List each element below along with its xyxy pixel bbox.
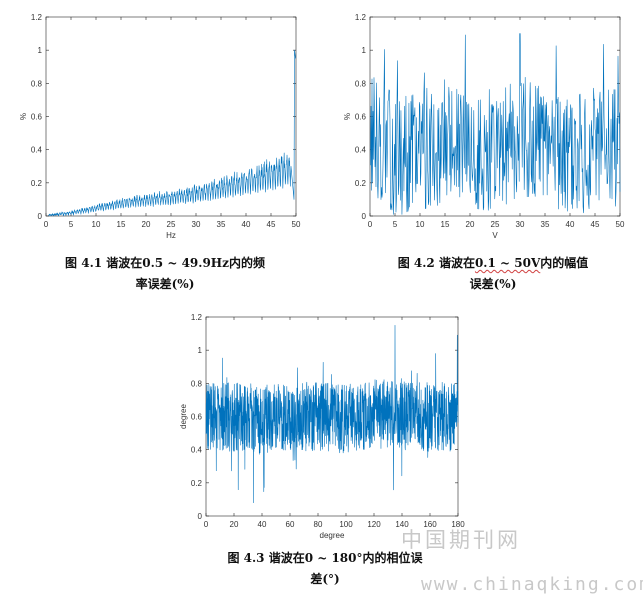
caption-fig-4-1-line1: 图 4.1 谐波在0.5 ~ 49.9Hz内的频	[65, 256, 265, 270]
y-tick-label: 1	[38, 46, 43, 55]
y-tick-label: 0.2	[191, 479, 203, 488]
x-axis-label: V	[492, 231, 498, 240]
x-tick-label: 40	[566, 220, 575, 229]
caption-fig-4-2-range: 0.1 ~ 50V	[474, 256, 541, 270]
x-tick-label: 5	[69, 220, 74, 229]
x-tick-label: 30	[516, 220, 525, 229]
x-tick-label: 35	[217, 220, 226, 229]
y-tick-label: 0.6	[191, 413, 203, 422]
plot-area-box	[45, 16, 297, 217]
y-tick-label: 1	[198, 346, 203, 355]
y-tick-label: 0	[198, 512, 203, 521]
y-tick-label: 0.8	[191, 379, 203, 388]
data-series-line	[48, 49, 296, 217]
y-tick-label: 0.4	[191, 446, 203, 455]
x-tick-label: 120	[367, 520, 381, 529]
y-tick-label: 0.6	[355, 113, 367, 122]
x-tick-label: 50	[616, 220, 625, 229]
y-axis-label: %	[343, 113, 352, 120]
x-tick-label: 20	[466, 220, 475, 229]
watermark-url: www.chinaqking.com	[421, 574, 643, 595]
x-tick-label: 0	[368, 220, 373, 229]
caption-fig-4-2-line1: 图 4.2 谐波在0.1 ~ 50V内的幅值	[363, 253, 623, 274]
x-axis-label: degree	[320, 531, 345, 540]
x-tick-label: 15	[441, 220, 450, 229]
y-axis-label: degree	[179, 404, 188, 429]
y-tick-label: 1.2	[191, 313, 203, 322]
x-tick-label: 40	[258, 520, 267, 529]
x-tick-label: 160	[423, 520, 437, 529]
caption-fig-4-3: 图 4.3 谐波在0 ~ 180°内的相位误 差(°)	[195, 548, 455, 590]
caption-fig-4-2-post: 内的幅值	[540, 256, 589, 270]
x-tick-label: 25	[167, 220, 176, 229]
x-tick-label: 15	[117, 220, 126, 229]
x-tick-label: 140	[395, 520, 409, 529]
x-tick-label: 10	[92, 220, 101, 229]
x-tick-label: 35	[541, 220, 550, 229]
y-tick-label: 1.2	[355, 13, 367, 22]
x-tick-label: 30	[192, 220, 201, 229]
chart-frequency-error-svg: 0 5 10 15 20 25 30 35 40 45 50 0 0.2 0.4 0.6 0.8 1 1.2 Hz%	[19, 13, 301, 240]
y-tick-label: 0.6	[31, 113, 43, 122]
chart-frequency-error: 0 5 10 15 20 25 30 35 40 45 50 0 0.2 0.4 0.6 0.8 1 1.2 Hz%	[0, 0, 301, 245]
x-tick-label: 45	[591, 220, 600, 229]
caption-fig-4-2-line2: 误差(%)	[469, 277, 517, 291]
x-tick-label: 60	[286, 520, 295, 529]
x-tick-label: 25	[491, 220, 500, 229]
x-tick-label: 40	[242, 220, 251, 229]
y-axis-label: %	[19, 113, 28, 120]
y-tick-label: 0.2	[31, 179, 43, 188]
x-axis-label: Hz	[166, 231, 176, 240]
x-tick-label: 0	[44, 220, 49, 229]
caption-fig-4-3-line2: 差(°)	[310, 572, 340, 586]
y-tick-label: 0.4	[31, 146, 43, 155]
caption-fig-4-1: 图 4.1 谐波在0.5 ~ 49.9Hz内的频 率误差(%)	[35, 253, 295, 295]
chart-amplitude-error-svg: 0 5 10 15 20 25 30 35 40 45 50 0 0.2 0.4 0.6 0.8 1 1.2 V%	[343, 13, 625, 240]
y-tick-label: 1	[362, 46, 367, 55]
y-tick-label: 0.2	[355, 179, 367, 188]
y-tick-label: 0	[362, 212, 367, 221]
caption-fig-4-1-line2: 率误差(%)	[135, 277, 195, 291]
x-tick-label: 80	[314, 520, 323, 529]
chart-phase-error: 0 20 40 60 80 100 120 140 160 180 0 0.2 0.4 0.6 0.8 1 1.…	[170, 300, 470, 545]
data-series-line	[370, 33, 621, 215]
x-tick-label: 100	[339, 520, 353, 529]
y-tick-label: 0.4	[355, 146, 367, 155]
caption-fig-4-3-line1: 图 4.3 谐波在0 ~ 180°内的相位误	[227, 551, 423, 565]
chart-phase-error-svg: 0 20 40 60 80 100 120 140 160 180 0 0.2 0.4 0.6 0.8 1 1.…	[179, 313, 465, 540]
x-tick-label: 10	[416, 220, 425, 229]
x-tick-label: 45	[267, 220, 276, 229]
chart-amplitude-error: 0 5 10 15 20 25 30 35 40 45 50 0 0.2 0.4 0.6 0.8 1 1.2 V%	[330, 0, 630, 245]
y-tick-label: 0.8	[31, 79, 43, 88]
y-tick-label: 0.8	[355, 79, 367, 88]
data-series-line	[205, 324, 459, 504]
x-tick-label: 5	[393, 220, 398, 229]
watermark-cn: 中国期刊网	[401, 528, 521, 552]
caption-fig-4-2-pre: 图 4.2 谐波在	[397, 256, 475, 270]
x-tick-label: 0	[204, 520, 209, 529]
y-tick-label: 0	[38, 212, 43, 221]
x-tick-label: 20	[230, 520, 239, 529]
x-tick-label: 180	[451, 520, 465, 529]
y-tick-label: 1.2	[31, 13, 43, 22]
x-tick-label: 20	[142, 220, 151, 229]
x-tick-label: 50	[292, 220, 301, 229]
caption-fig-4-2: 图 4.2 谐波在0.1 ~ 50V内的幅值 误差(%)	[363, 253, 623, 295]
